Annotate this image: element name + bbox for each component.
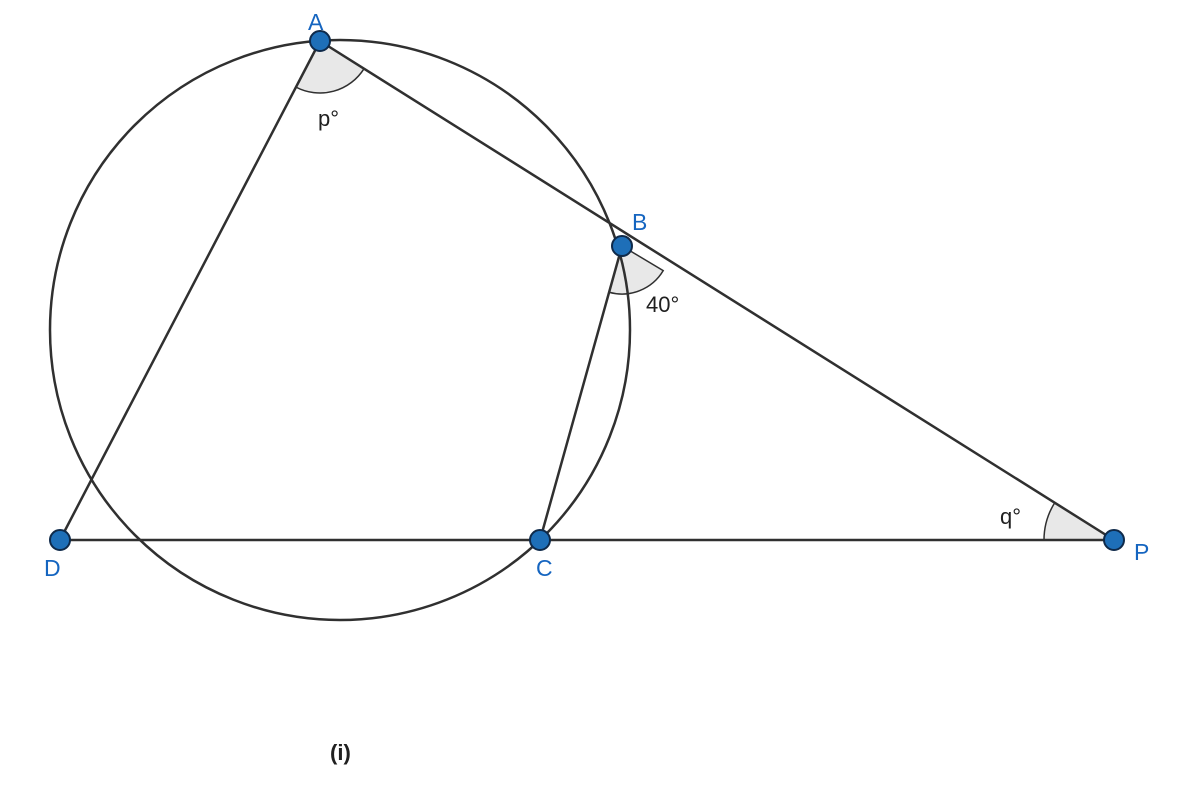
angle-label-A: p° [318, 106, 339, 131]
segment-AP [320, 41, 1114, 540]
point-label-C: C [536, 555, 553, 581]
figure-caption: (i) [330, 740, 351, 765]
point-label-D: D [44, 555, 61, 581]
point-B [612, 236, 632, 256]
segment-AD [60, 41, 320, 540]
point-C [530, 530, 550, 550]
point-P [1104, 530, 1124, 550]
angle-label-P: q° [1000, 504, 1021, 529]
point-label-B: B [632, 209, 647, 235]
angle-label-B: 40° [646, 292, 679, 317]
point-label-P: P [1134, 539, 1149, 565]
geometry-diagram: p° 40° q° A B C D P (i) [0, 0, 1200, 789]
segment-BC [540, 246, 622, 540]
point-D [50, 530, 70, 550]
point-label-A: A [308, 9, 324, 35]
